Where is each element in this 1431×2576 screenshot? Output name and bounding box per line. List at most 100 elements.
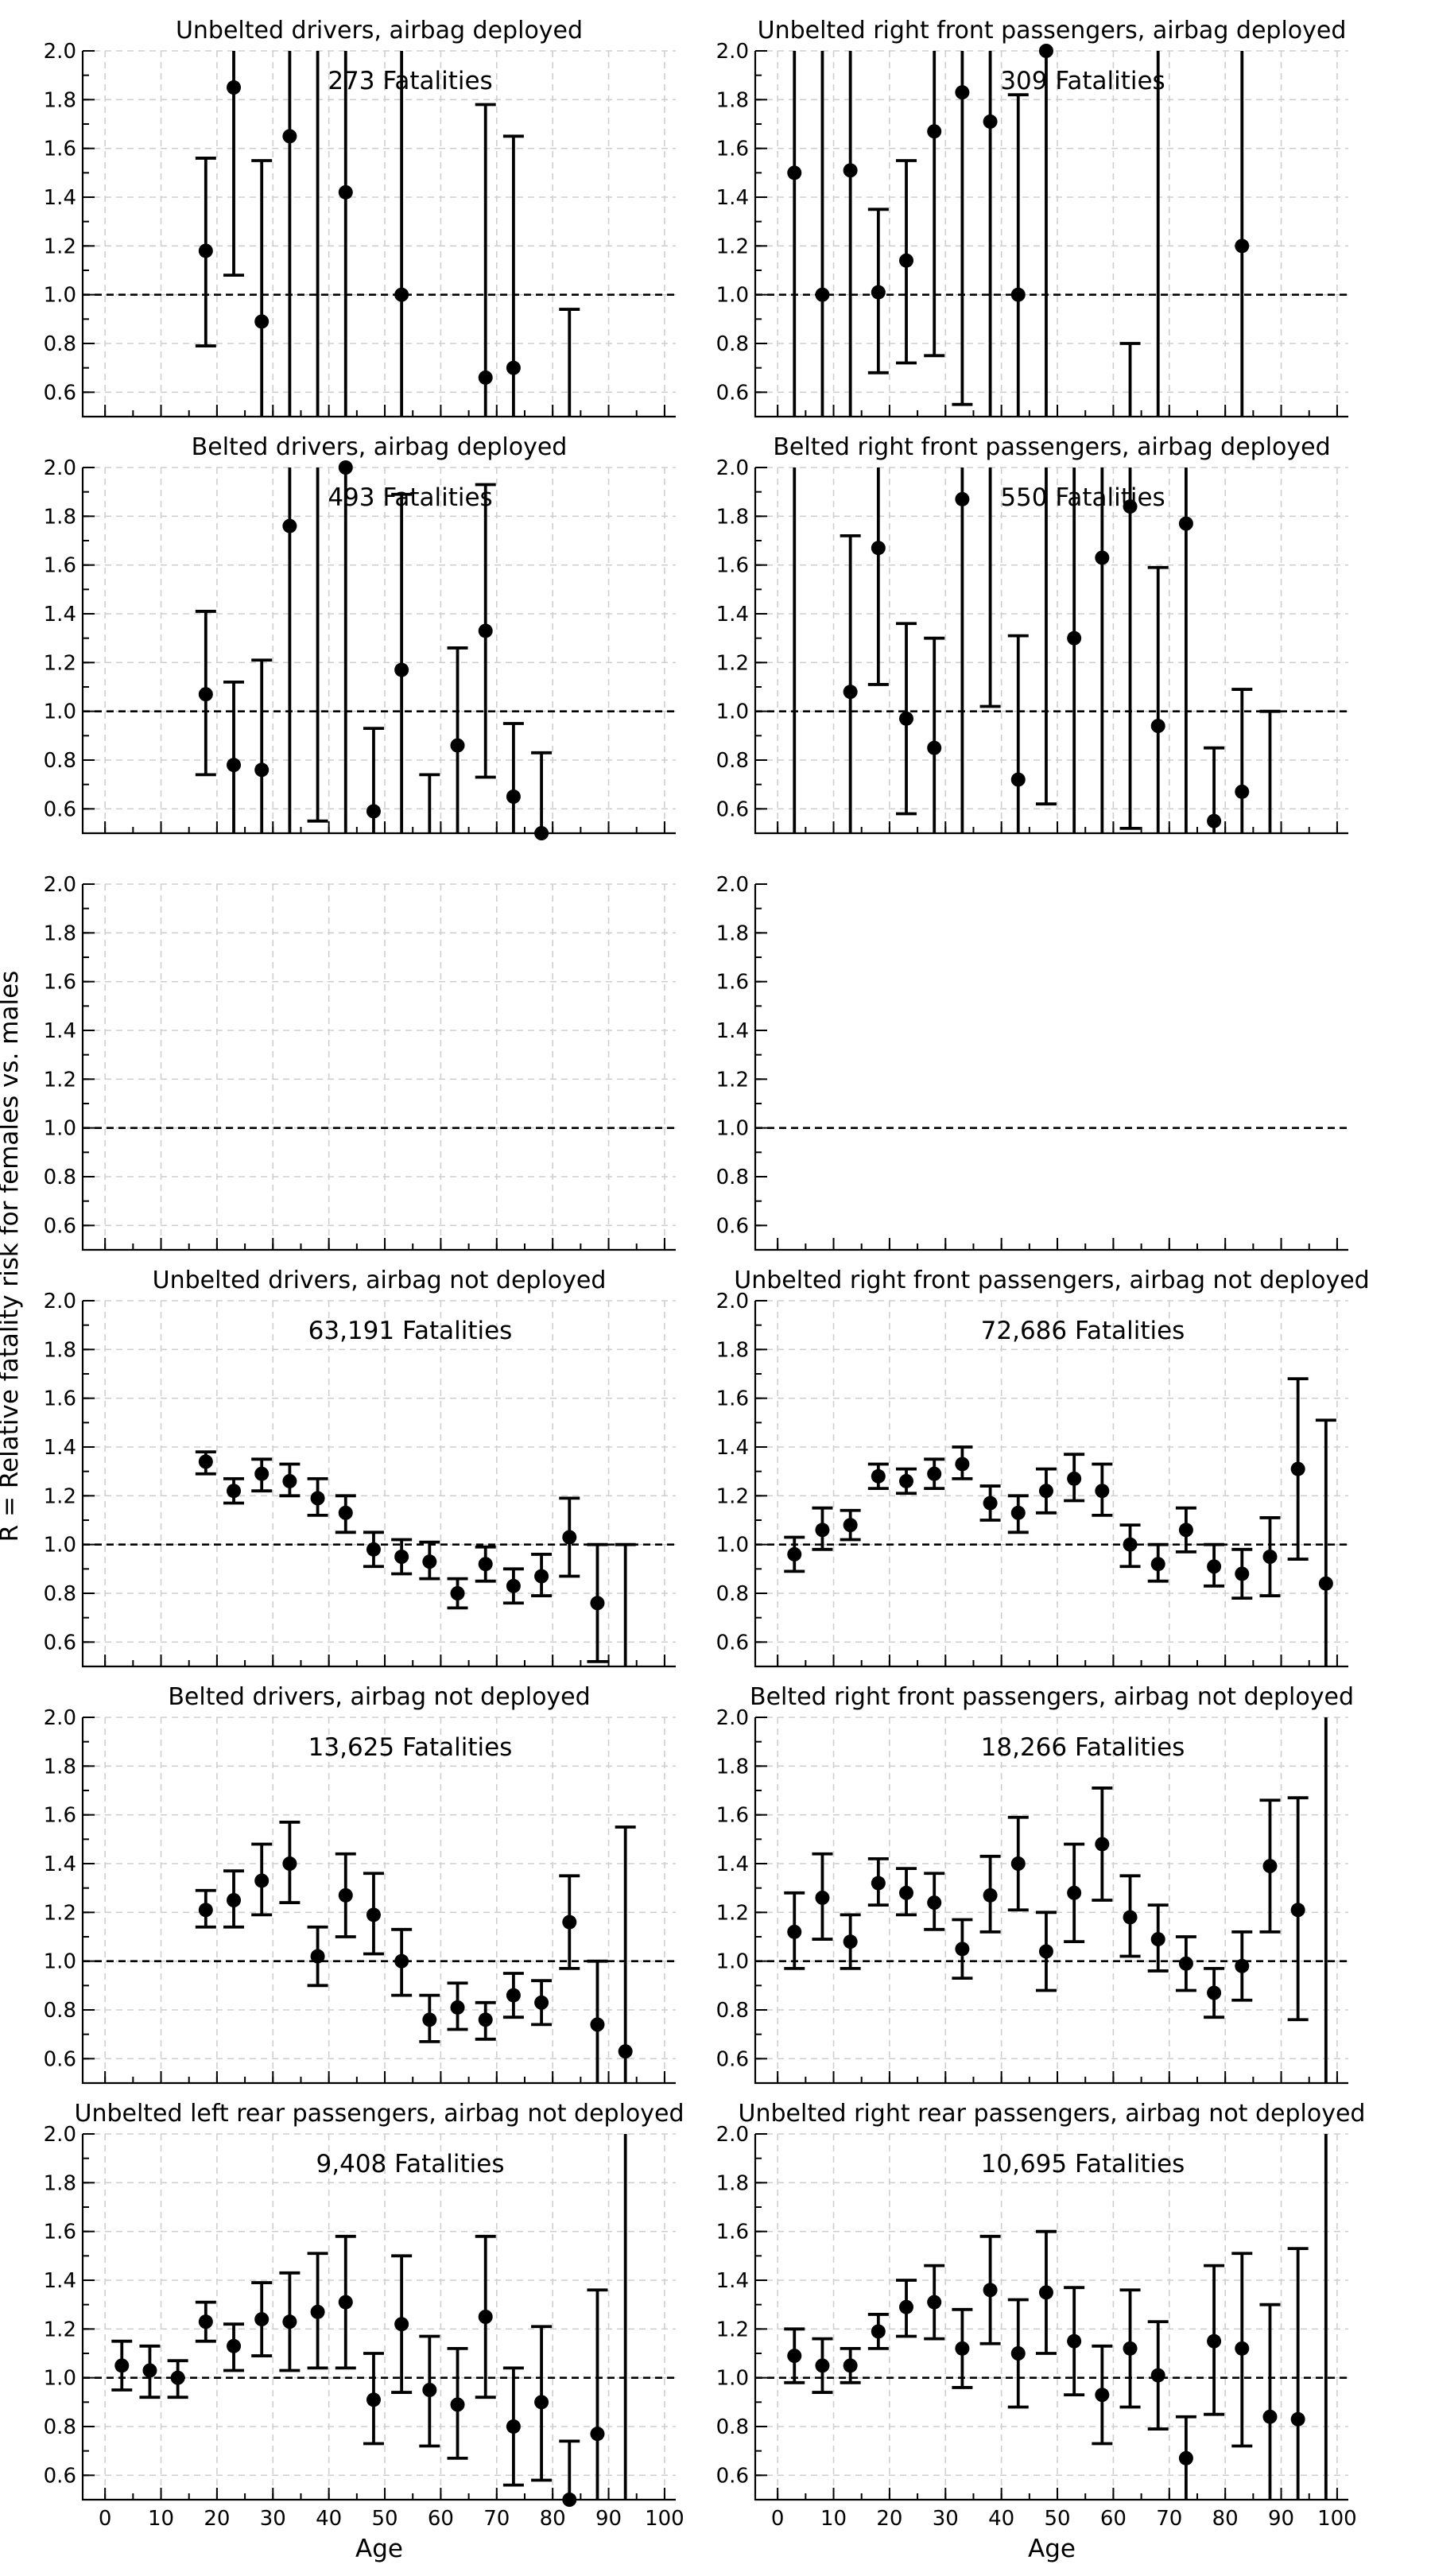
x-tick-label: 90 (1268, 2507, 1294, 2531)
chart-panels: 0.6 0.8 1.0 1.2 1.4 1.6 1.8 2.0 Unbelted drivers… (44, 17, 1370, 2563)
chart-panel-11: 0.6 0.8 1.0 1.2 1.4 1.6 1.8 2.0 0 10 20 30 40 50 60 70 8… (44, 2100, 684, 2563)
data-point (310, 1949, 325, 1964)
data-point (282, 2314, 297, 2330)
data-point (1290, 2411, 1305, 2427)
y-tick-label: 1.2 (44, 235, 76, 258)
data-point (254, 2312, 270, 2327)
fatalities-annotation: 550 Fatalities (1000, 483, 1165, 512)
data-point (787, 165, 802, 180)
data-point (450, 1586, 465, 1600)
data-point (1235, 239, 1250, 254)
y-tick-label: 0.8 (44, 749, 76, 773)
data-point (394, 1550, 409, 1564)
data-point (1038, 1484, 1053, 1499)
y-tick-label: 1.6 (716, 1804, 749, 1828)
data-point (843, 163, 858, 178)
chart-panel-7: 0.6 0.8 1.0 1.2 1.4 1.6 1.8 2.0 Unbelted drivers… (44, 1267, 676, 1668)
data-point (1095, 550, 1110, 565)
data-point (927, 124, 942, 139)
y-tick-label: 0.6 (716, 797, 749, 821)
y-tick-label: 2.0 (44, 456, 76, 480)
data-point (1123, 499, 1138, 514)
data-point (198, 243, 213, 258)
x-tick-label: 20 (876, 2507, 902, 2531)
data-point (1318, 1576, 1333, 1591)
data-point (927, 1466, 942, 1481)
chart-panel-5: 0.6 0.8 1.0 1.2 1.4 1.6 1.8 2.0 (44, 873, 676, 1251)
x-tick-label: 70 (483, 2507, 510, 2531)
data-point (871, 541, 886, 556)
panel-title: Unbelted drivers, airbag not deployed (153, 1267, 607, 1294)
data-point (338, 1505, 353, 1520)
axis-spines (81, 1301, 676, 1668)
y-tick-label: 1.0 (716, 1117, 749, 1141)
x-tick-label: 40 (316, 2507, 342, 2531)
y-tick-label: 1.6 (716, 138, 749, 161)
x-tick-label: 0 (771, 2507, 785, 2531)
y-tick-label: 2.0 (716, 40, 749, 64)
data-point (843, 685, 858, 700)
data-point (282, 1856, 297, 1871)
data-point (1235, 1958, 1250, 1973)
chart-panel-3: 0.6 0.8 1.0 1.2 1.4 1.6 1.8 2.0 Belted drivers, … (44, 433, 676, 840)
panel-title: Belted drivers, airbag not deployed (168, 1683, 590, 1711)
data-point (955, 1457, 970, 1472)
data-point (478, 2012, 493, 2027)
data-point (899, 711, 914, 726)
y-tick-label: 1.0 (716, 1534, 749, 1558)
data-point (338, 1887, 353, 1903)
x-tick-label: 100 (645, 2507, 684, 2531)
data-point (1067, 630, 1082, 646)
data-point (1123, 1910, 1138, 1925)
data-point (282, 518, 297, 533)
axis-spines (81, 1717, 676, 2085)
fatalities-annotation: 63,191 Fatalities (308, 1317, 513, 1345)
data-point (843, 2358, 858, 2373)
y-tick-label: 1.6 (44, 971, 76, 995)
y-tick-label: 1.6 (716, 2221, 749, 2244)
data-point (534, 1995, 549, 2010)
data-point (227, 758, 242, 773)
data-point (142, 2363, 157, 2378)
data-point (1095, 1837, 1110, 1852)
x-tick-label: 40 (988, 2507, 1014, 2531)
x-tick-label: 10 (820, 2507, 847, 2531)
data-point (983, 1887, 998, 1903)
chart-panel-6: 0.6 0.8 1.0 1.2 1.4 1.6 1.8 2.0 (716, 873, 1348, 1251)
y-tick-label: 1.4 (716, 1019, 749, 1043)
figure-y-axis-label: R = Relative fatality risk for females v… (0, 971, 24, 1542)
y-tick-label: 0.8 (44, 1582, 76, 1606)
y-tick-label: 1.8 (44, 1338, 76, 1362)
y-tick-label: 2.0 (716, 1290, 749, 1313)
data-point (227, 80, 242, 95)
data-point (983, 1496, 998, 1511)
data-point (506, 1988, 521, 2003)
y-tick-label: 1.8 (44, 1755, 76, 1779)
data-point (1235, 784, 1250, 799)
data-point (254, 1466, 270, 1481)
data-point (815, 2358, 830, 2373)
data-point (227, 1893, 242, 1907)
data-point (366, 804, 381, 819)
y-tick-label: 2.0 (44, 1706, 76, 1730)
panel-title: Unbelted right front passengers, airbag … (734, 1267, 1369, 1294)
data-point (170, 2370, 185, 2385)
data-point (871, 2324, 886, 2339)
panel-title: Belted right front passengers, airbag de… (773, 433, 1330, 461)
y-tick-label: 1.4 (716, 186, 749, 210)
y-tick-label: 1.4 (716, 1436, 749, 1460)
data-point (1235, 1566, 1250, 1581)
data-point (227, 1484, 242, 1499)
x-tick-label: 0 (99, 2507, 112, 2531)
y-tick-label: 1.4 (44, 1852, 76, 1876)
y-tick-label: 1.4 (716, 1852, 749, 1876)
data-point (787, 1546, 802, 1562)
data-point (1262, 1859, 1278, 1874)
data-point (198, 1454, 213, 1469)
data-point (1207, 813, 1222, 828)
y-tick-label: 2.0 (716, 456, 749, 480)
data-point (1095, 2388, 1110, 2403)
data-point (506, 1578, 521, 1593)
data-point (450, 2000, 465, 2015)
data-point (506, 2419, 521, 2434)
